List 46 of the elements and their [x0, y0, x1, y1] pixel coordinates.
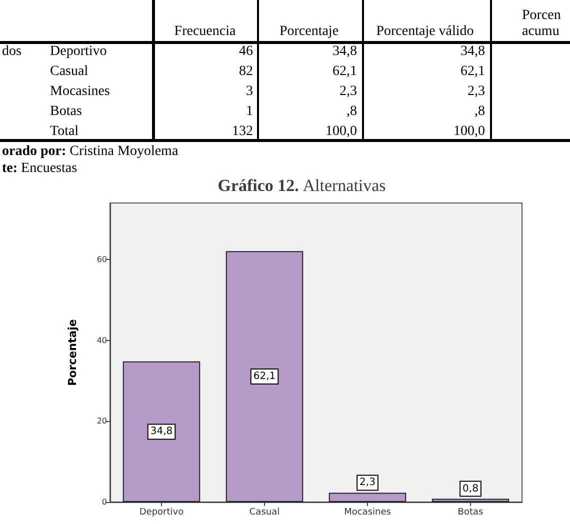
text: 100,0 [326, 124, 357, 140]
bar [328, 492, 406, 502]
text: ,8 [474, 104, 485, 120]
text: 62,1 [332, 64, 357, 80]
text: Casual [50, 64, 88, 80]
text: Frecuencia [174, 24, 236, 40]
text: 100,0 [454, 124, 485, 140]
bar [226, 251, 304, 502]
x-tick-label: Botas [458, 508, 484, 518]
text: 46 [239, 44, 253, 60]
text: 62,1 [460, 64, 485, 80]
text: ,8 [346, 104, 357, 120]
text: orado por: Cristina Moyolema [2, 144, 178, 159]
text: Mocasines [50, 84, 110, 100]
x-tick-label: Mocasines [344, 508, 392, 518]
bar [122, 361, 200, 502]
x-tick-label: Casual [249, 508, 280, 518]
text: Total [50, 124, 79, 140]
y-tick-label: 0 [102, 498, 107, 506]
text: Porcentaje [279, 24, 339, 40]
text: Porcentaje válido [376, 24, 474, 40]
data-label: 2,3 [360, 477, 376, 488]
text: 82 [239, 64, 253, 80]
text: 2,3 [468, 84, 485, 100]
text: dos [2, 44, 22, 60]
text: 1 [246, 104, 253, 120]
text: te: Encuestas [2, 161, 78, 176]
chart-title: Gráfico 12. Alternativas [218, 176, 386, 195]
text: acumu [522, 24, 560, 40]
y-tick-label: 20 [96, 416, 107, 426]
text: Deportivo [50, 44, 107, 60]
text: 3 [246, 84, 253, 100]
text: Porcen [522, 8, 561, 24]
data-label: 0,8 [462, 483, 478, 494]
x-tick-label: Deportivo [139, 508, 184, 518]
text: Botas [50, 104, 82, 120]
text: 34,8 [460, 44, 485, 60]
y-tick-label: 60 [96, 255, 107, 264]
text: 132 [232, 124, 253, 140]
text: 34,8 [332, 44, 357, 60]
y-tick-label: 40 [96, 336, 107, 345]
bar [432, 498, 510, 502]
text: 2,3 [340, 84, 357, 100]
y-axis-title: Porcentaje [66, 319, 79, 386]
data-label: 62,1 [253, 371, 276, 382]
data-label: 34,8 [150, 426, 173, 438]
